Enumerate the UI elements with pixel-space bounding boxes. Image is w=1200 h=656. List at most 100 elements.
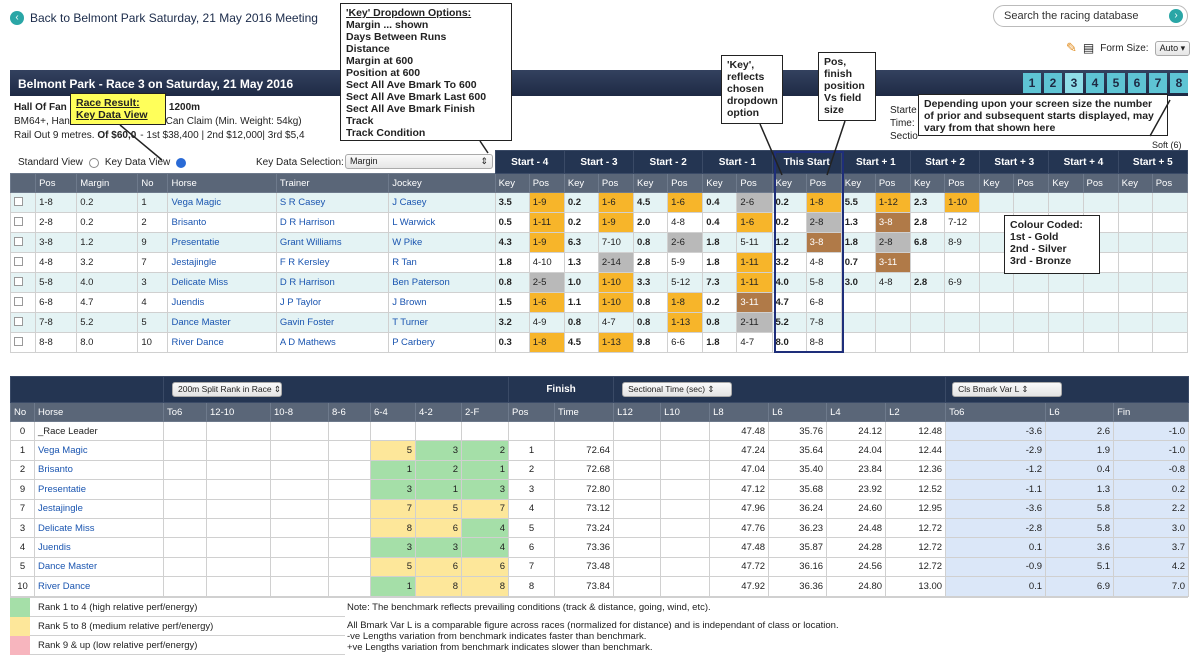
pos-column-header: Pos xyxy=(1151,173,1189,193)
start-pos-cell xyxy=(1151,312,1189,333)
horse-link[interactable]: Juendis xyxy=(38,542,71,554)
trainer-link[interactable]: Grant Williams xyxy=(279,237,342,248)
row-checkbox[interactable] xyxy=(14,236,23,246)
split-rank-cell: 8 xyxy=(370,517,416,539)
jockey-link[interactable]: J Brown xyxy=(392,297,427,308)
jockey-link[interactable]: R Tan xyxy=(392,257,417,268)
horse-link[interactable]: Brisanto xyxy=(38,464,73,476)
search-go-icon[interactable]: › xyxy=(1169,9,1183,23)
jockey-link[interactable]: Ben Paterson xyxy=(392,277,450,288)
start-group-header: Start + 5 xyxy=(1117,150,1189,174)
standard-view-radio[interactable] xyxy=(88,157,99,168)
cls-bmark-cell: -1.2 xyxy=(945,459,1047,481)
cls-bmark-cell: -3.6 xyxy=(945,498,1047,519)
race-tab-5[interactable]: 5 xyxy=(1107,73,1125,93)
race-tab-1[interactable]: 1 xyxy=(1023,73,1041,93)
row-checkbox[interactable] xyxy=(14,276,23,286)
race-tab-4[interactable]: 4 xyxy=(1086,73,1104,93)
split-rank-cell xyxy=(163,498,207,519)
form-size-label: Form Size: xyxy=(1100,42,1149,54)
key-data-selection-dropdown[interactable]: Margin ⇕ xyxy=(345,154,493,169)
horse-link[interactable]: Dance Master xyxy=(171,317,231,328)
split-rank-dropdown[interactable]: 200m Split Rank in Race ⇕ xyxy=(172,382,282,397)
race-tab-7[interactable]: 7 xyxy=(1149,73,1167,93)
finish-pos-cell: 8 xyxy=(508,576,556,597)
jockey-link[interactable]: P Carbery xyxy=(392,337,435,348)
start-pos-cell: 1-11 xyxy=(736,272,773,293)
start-pos-cell xyxy=(874,332,911,353)
horse-link[interactable]: Vega Magic xyxy=(171,197,222,208)
split-rank-cell: 6 xyxy=(415,517,462,539)
trainer-link[interactable]: Gavin Foster xyxy=(279,317,335,328)
key-cell: 3.2 xyxy=(494,312,530,333)
key-cell xyxy=(1117,292,1153,313)
trainer-link[interactable]: A D Mathews xyxy=(279,337,336,348)
form-size-select[interactable]: Auto ▾ xyxy=(1154,40,1191,56)
split-rank-cell: 1 xyxy=(370,576,416,597)
back-link[interactable]: ‹ Back to Belmont Park Saturday, 21 May … xyxy=(10,11,318,25)
horse-link[interactable]: River Dance xyxy=(171,337,224,348)
column-header: Pos xyxy=(35,173,78,193)
horse-link[interactable]: Presentatie xyxy=(171,237,220,248)
jockey-link[interactable]: L Warwick xyxy=(392,217,436,228)
horse-cell: Vega Magic xyxy=(34,440,164,461)
split-rank-cell: 8 xyxy=(415,576,462,597)
search-input[interactable]: Search the racing database › xyxy=(993,5,1188,27)
key-cell xyxy=(1117,312,1153,333)
sectional-time-dropdown[interactable]: Sectional Time (sec) ⇕ xyxy=(622,382,733,397)
key-cell: 1.8 xyxy=(840,232,876,253)
edit-pencil-icon[interactable]: ✎ xyxy=(1066,40,1077,55)
key-data-view-radio[interactable] xyxy=(176,157,187,168)
race-title: Belmont Park - Race 3 on Saturday, 21 Ma… xyxy=(18,77,294,91)
trainer-link[interactable]: S R Casey xyxy=(279,197,326,208)
key-data-view-label: Key Data View xyxy=(104,157,171,168)
row-checkbox[interactable] xyxy=(14,336,23,346)
column-header: Jockey xyxy=(388,173,496,193)
jockey-link[interactable]: W Pike xyxy=(392,237,423,248)
row-checkbox[interactable] xyxy=(14,316,23,326)
form-size-control: ✎ ▤ Form Size: Auto ▾ xyxy=(1066,40,1191,56)
row-checkbox-cell xyxy=(9,332,37,353)
column-header: L6 xyxy=(768,402,828,422)
row-checkbox[interactable] xyxy=(14,196,23,206)
key-cell xyxy=(1117,212,1153,233)
horse-link[interactable]: Vega Magic xyxy=(38,445,88,457)
pos-column-header: Pos xyxy=(667,173,704,193)
horse-link[interactable]: Dance Master xyxy=(38,561,98,573)
column-header: L2 xyxy=(885,402,947,422)
start-pos-cell xyxy=(1013,292,1050,313)
race-tab-3[interactable]: 3 xyxy=(1065,73,1083,93)
horse-cell: _Race Leader xyxy=(34,420,164,442)
horse-link[interactable]: Brisanto xyxy=(171,217,207,228)
race-tab-6[interactable]: 6 xyxy=(1128,73,1146,93)
jockey-link[interactable]: J Casey xyxy=(392,197,427,208)
start-pos-cell: 4-8 xyxy=(667,212,704,233)
horse-cell: Brisanto xyxy=(167,212,277,233)
key-cell xyxy=(1117,272,1153,293)
horse-link[interactable]: Jestajingle xyxy=(38,503,83,515)
row-checkbox[interactable] xyxy=(14,216,23,226)
trainer-link[interactable]: D R Harrison xyxy=(279,217,335,228)
trainer-link[interactable]: D R Harrison xyxy=(279,277,335,288)
view-toggle: Standard View Key Data View xyxy=(18,157,187,168)
number-cell: 5 xyxy=(10,556,35,578)
horse-link[interactable]: Jestajingle xyxy=(171,257,217,268)
row-checkbox[interactable] xyxy=(14,256,23,266)
trainer-link[interactable]: F R Kersley xyxy=(279,257,330,268)
cls-bmark-dropdown[interactable]: Cls Bmark Var L ⇕ xyxy=(952,382,1063,397)
horse-link[interactable]: Delicate Miss xyxy=(171,277,228,288)
l8-cell: 47.72 xyxy=(709,556,770,578)
race-tab-8[interactable]: 8 xyxy=(1170,73,1188,93)
l4-cell: 24.60 xyxy=(826,498,887,519)
trainer-link[interactable]: J P Taylor xyxy=(279,297,322,308)
row-checkbox[interactable] xyxy=(14,296,23,306)
horse-link[interactable]: Juendis xyxy=(171,297,205,308)
split-rank-cell xyxy=(328,459,371,481)
race-tab-2[interactable]: 2 xyxy=(1044,73,1062,93)
print-icon[interactable]: ▤ xyxy=(1082,41,1095,55)
key-data-table: Start - 4 Start - 3 Start - 2 Start - 1 This… xyxy=(9,150,1189,353)
jockey-link[interactable]: T Turner xyxy=(392,317,428,328)
horse-link[interactable]: River Dance xyxy=(38,580,91,592)
horse-link[interactable]: Delicate Miss xyxy=(38,522,95,534)
horse-link[interactable]: Presentatie xyxy=(38,483,87,495)
